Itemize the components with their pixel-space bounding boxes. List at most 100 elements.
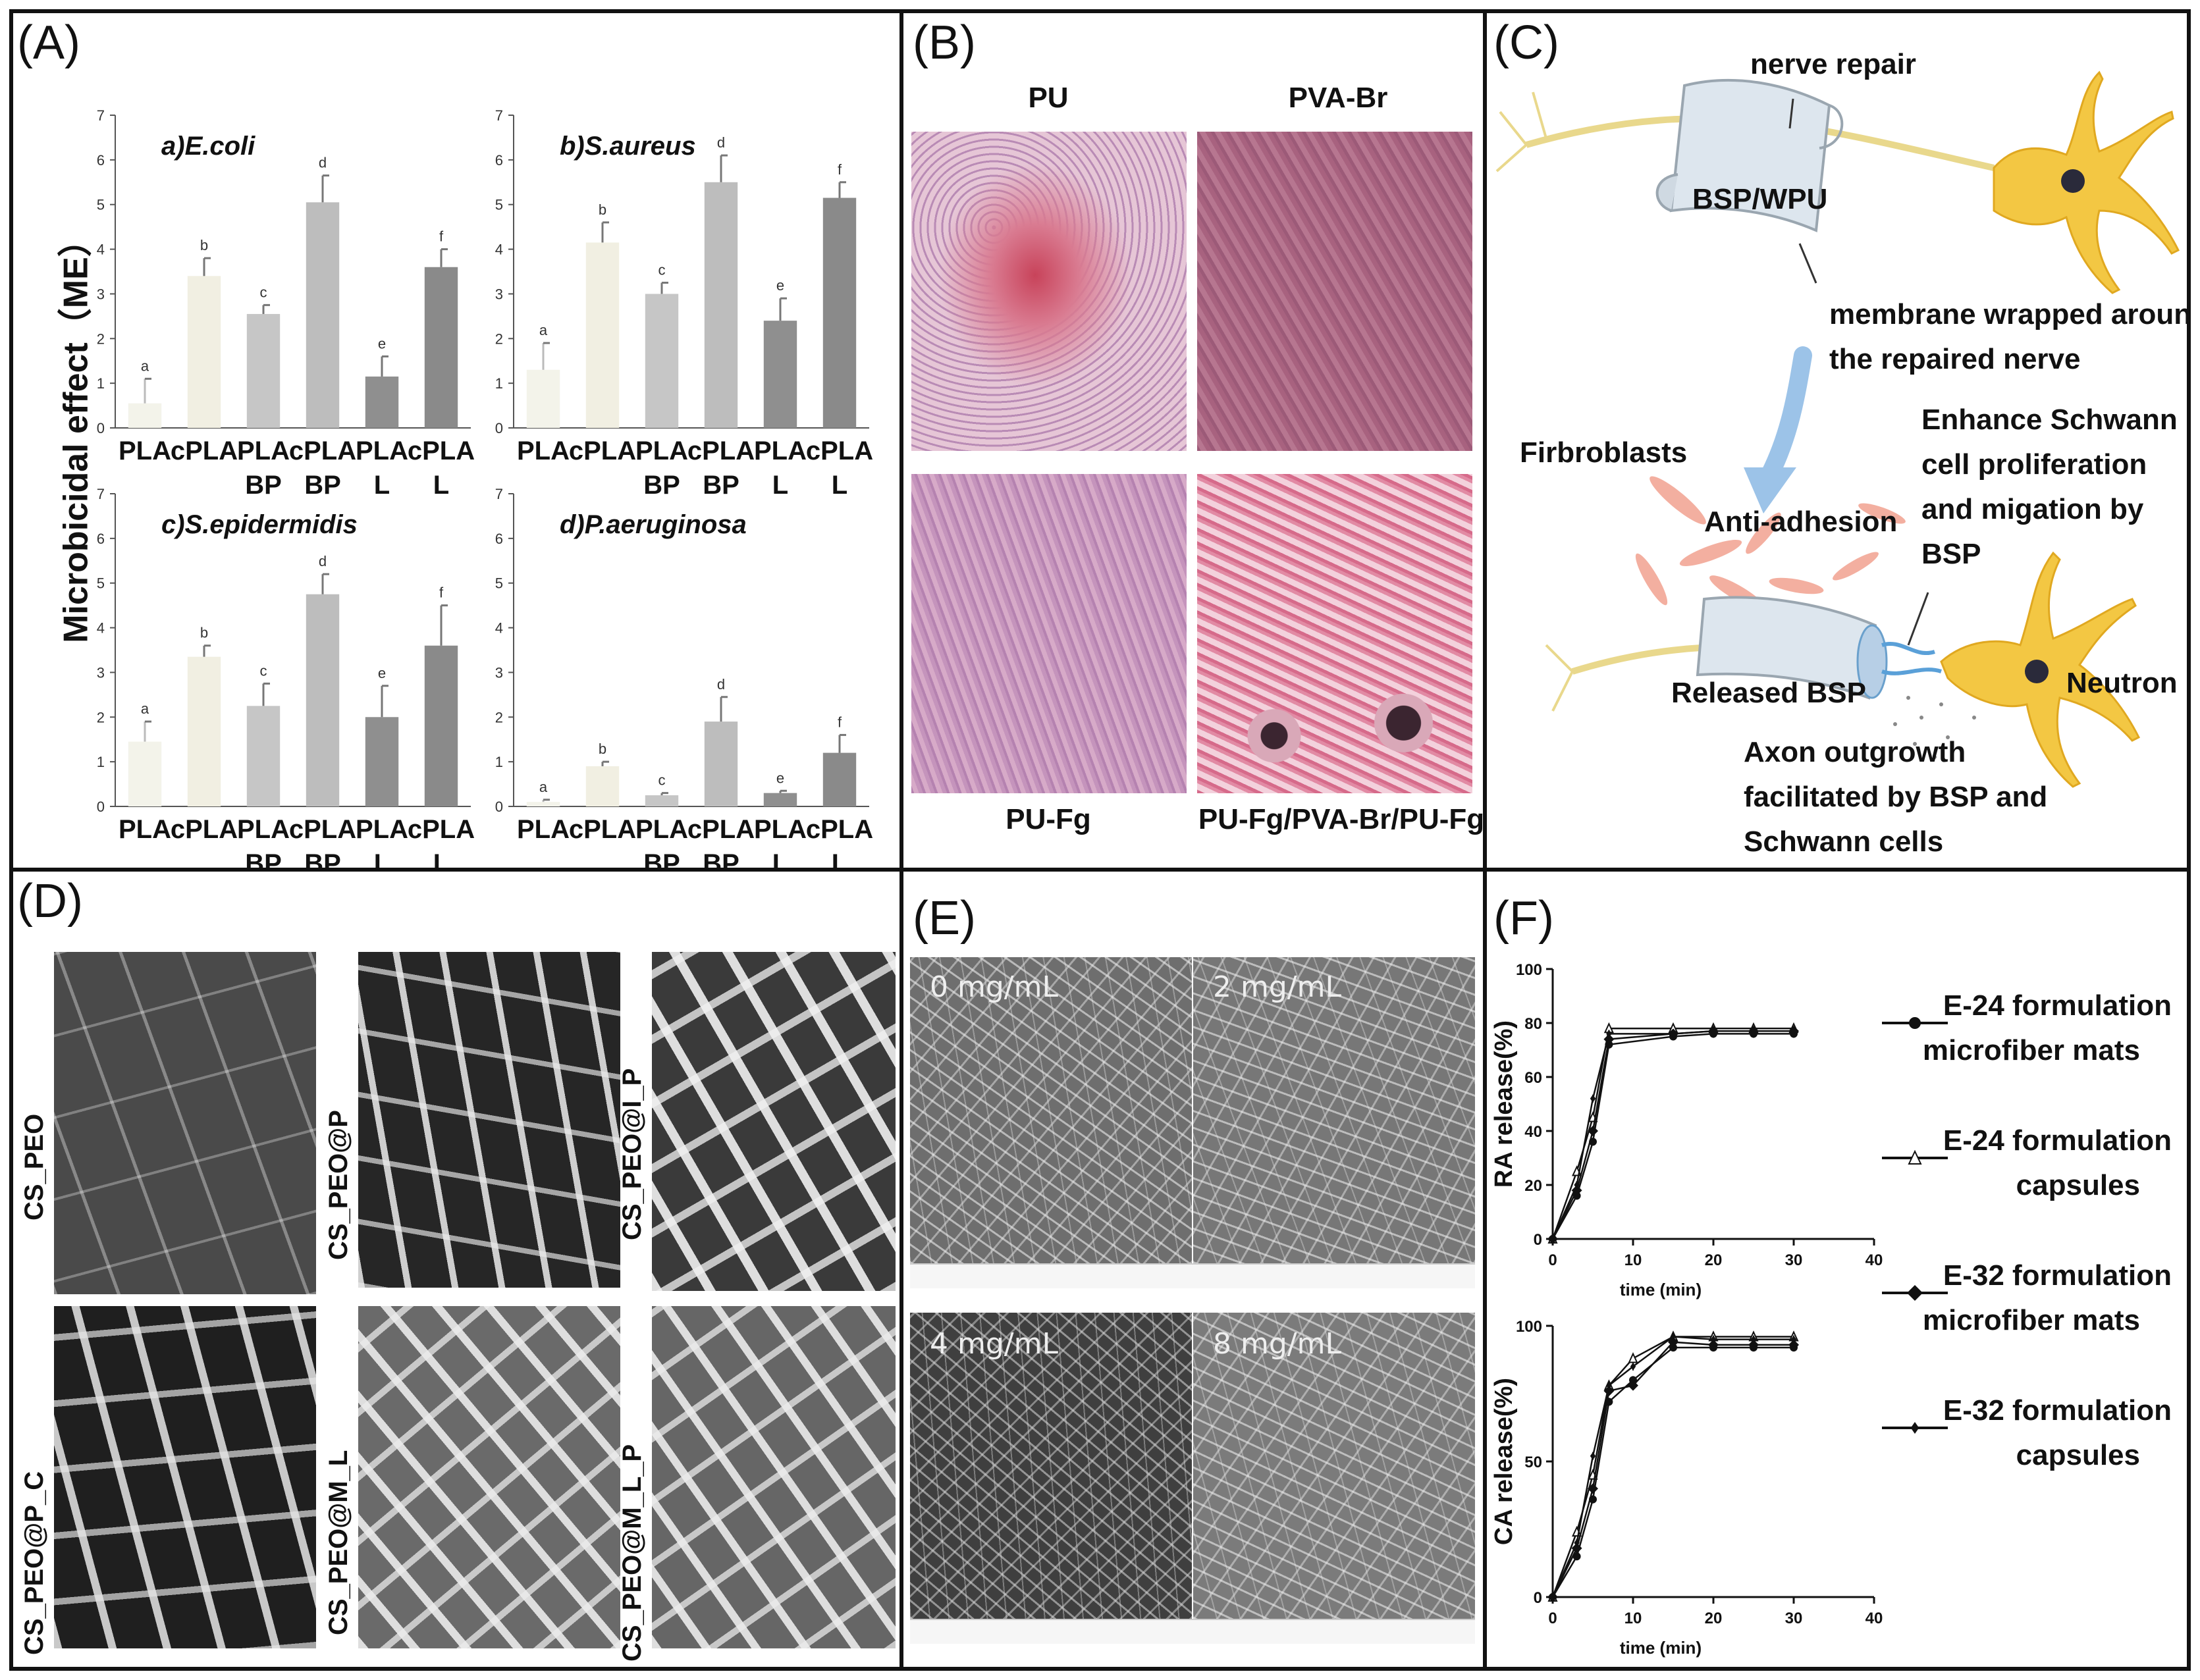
legend-sublabel: microfiber mats [1923,1304,2140,1336]
x-tick-label: 0 [1548,1610,1557,1627]
significance-letter: f [838,161,842,178]
data-point [1574,1538,1580,1547]
category-label: cPLA [171,815,238,844]
data-point [1603,1034,1615,1045]
category-label: PLA [119,436,171,465]
text-enhance-line1: Enhance Schwann [1921,404,2178,436]
category-sublabel: L [374,471,390,500]
category-sublabel: BP [703,849,739,868]
category-label: PLA [356,436,408,465]
data-point [1629,1376,1637,1384]
significance-letter: a [141,357,149,374]
y-tick-label: 7 [495,486,503,502]
significance-letter: b [200,625,208,641]
y-tick-label: 0 [495,420,503,436]
y-tick-label: 0 [1534,1589,1542,1607]
significance-letter: a [539,779,548,795]
y-axis-label: RA release(%) [1490,1020,1518,1188]
text-axon-line1: Axon outgrowth [1744,736,1966,768]
y-tick-label: 100 [1516,1318,1542,1336]
category-label: cPLA [806,815,873,844]
y-tick-label: 80 [1524,1015,1542,1033]
panel-f: (F) 0 20 40 60 80 100 0 10 20 30 40 time (min) RA re… [1483,868,2191,1671]
category-label: cPLA [687,815,755,844]
release-legend: E-24 formulation microfiber mats E-24 form… [1882,989,2172,1471]
significance-letter: e [378,665,386,681]
category-sublabel: BP [304,471,341,500]
text-anti-adhesion: Anti-adhesion [1704,506,1898,538]
significance-letter: d [717,134,725,151]
data-point [1630,1362,1636,1371]
y-tick-label: 0 [495,799,503,815]
data-point [1908,1149,1922,1165]
y-tick-label: 0 [97,799,105,815]
significance-letter: d [319,553,327,569]
bar [822,752,857,806]
series-line [1551,1336,1794,1598]
significance-letter: e [776,770,784,786]
bar [187,656,221,806]
y-tick-label: 6 [97,152,105,169]
text-membrane-line1: membrane wrapped around [1829,298,2191,330]
legend-sublabel: capsules [2016,1439,2140,1471]
sem-image-cs-peo-m-l [358,1306,620,1648]
y-tick-label: 50 [1524,1454,1542,1471]
y-tick-label: 4 [495,620,503,637]
bar [306,594,340,806]
x-tick-label: 10 [1624,1610,1642,1627]
histology-image-pva-br [1197,132,1472,451]
histology-title-pu-fg-pva-br-pu-fg: PU-Fg/PVA-Br/PU-Fg [1198,803,1485,835]
y-tick-label: 5 [97,575,105,592]
significance-letter: c [658,261,666,278]
x-tick-label: 40 [1865,1610,1883,1627]
category-label: cPLA [171,436,238,465]
significance-letter: f [439,228,444,245]
x-tick-label: 30 [1785,1610,1803,1627]
text-bsp-wpu: BSP/WPU [1692,183,1828,215]
histology-image-pu [911,132,1187,451]
legend-label: E-32 formulation [1943,1394,2172,1427]
x-tick-label: 0 [1548,1251,1557,1269]
bar [365,376,399,428]
bar [763,793,797,806]
concentration-8: 8 mg/mL [1213,1327,1341,1361]
sem-image-4mg [910,1313,1192,1619]
data-point [1909,1017,1921,1029]
category-label: PLA [356,815,408,844]
release-chart-1: 0 50 100 0 10 20 30 40 time (min) CA release(%) [1490,1318,1883,1658]
bar-chart-3: 01234567d)P.aeruginosaaPLAbcPLAcPLABPdcP… [495,486,873,868]
y-tick-label: 3 [495,286,503,302]
category-sublabel: L [832,471,847,500]
series-line [1551,1030,1794,1240]
bar [526,802,560,806]
y-tick-label: 1 [97,375,105,392]
sem-label-cs-peo-m-l-p: CS_PEO@M_L_P [618,1444,647,1662]
histology-image-pu-fg-pva-br [1197,474,1472,793]
panel-c: (C) [1483,9,2191,872]
release-chart-0: 0 20 40 60 80 100 0 10 20 30 40 time (min) RA releas… [1490,961,1883,1299]
bar [704,182,738,428]
significance-letter: f [439,585,444,601]
nerve-repair-illustration [1495,70,2180,788]
chart-title: c)S.epidermidis [161,510,358,539]
series-line [1551,1341,1794,1598]
text-neutron: Neutron [2066,667,2178,699]
bar [822,197,857,428]
significance-letter: e [776,277,784,294]
x-axis-label: time (min) [1620,1280,1702,1299]
legend-sublabel: capsules [2016,1169,2140,1201]
category-label: PLA [517,436,570,465]
data-point [1606,1030,1612,1038]
category-label: cPLA [289,436,356,465]
significance-letter: b [200,237,208,253]
data-point [1571,1185,1582,1196]
bar [306,202,340,428]
panel-label-c: (C) [1493,16,1559,69]
legend-label: E-32 formulation [1943,1259,2172,1292]
text-enhance-line4: BSP [1921,538,1981,570]
category-label: PLA [635,815,688,844]
data-point [1588,1126,1598,1136]
text-fibroblasts: Firbroblasts [1520,436,1688,469]
bar [763,321,797,428]
